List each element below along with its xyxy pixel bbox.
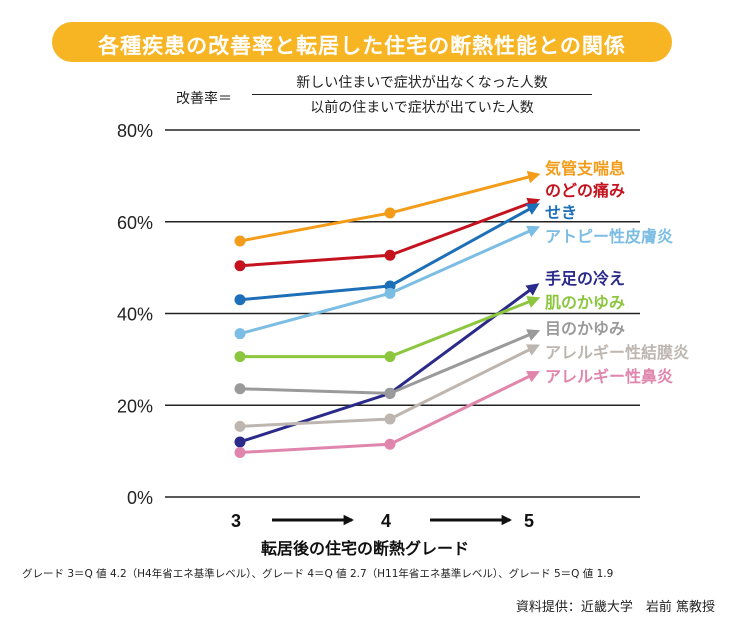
- series-line: [240, 296, 541, 359]
- data-point: [384, 438, 396, 450]
- formula-fraction-line: [252, 94, 592, 95]
- chart-title: 各種疾患の改善率と転居した住宅の断熱性能との関係: [98, 34, 626, 58]
- series-label: 目のかゆみ: [545, 319, 625, 338]
- footnote: グレード 3＝Q 値 4.2（H4年省エネ基準レベル）、グレード 4＝Q 値 2…: [22, 568, 614, 580]
- series-line: [239, 329, 541, 395]
- data-point: [234, 235, 246, 247]
- data-point: [234, 436, 246, 448]
- x-tick-label: 3: [231, 511, 241, 531]
- source-credit: 資料提供：近畿大学 岩前 篤教授: [515, 600, 715, 615]
- formula-denominator: 以前の住まいで症状が出ていた人数: [310, 100, 534, 116]
- y-tick-label: 40%: [117, 305, 153, 325]
- data-point: [234, 351, 246, 363]
- series-label: せき: [545, 203, 577, 222]
- data-point: [384, 351, 396, 363]
- series-label: アレルギー性結膜炎: [545, 343, 689, 362]
- data-point: [384, 413, 396, 425]
- y-tick-label: 0%: [127, 488, 153, 508]
- data-point: [234, 260, 246, 272]
- series-label: アレルギー性鼻炎: [545, 367, 673, 386]
- data-point: [234, 383, 246, 395]
- series-label: 手足の冷え: [545, 269, 625, 288]
- y-tick-label: 80%: [117, 121, 153, 141]
- x-tick-label: 4: [381, 511, 391, 531]
- series-label: アトピー性皮膚炎: [545, 227, 673, 246]
- x-tick-label: 5: [524, 511, 534, 531]
- data-point: [234, 447, 246, 459]
- data-point: [234, 328, 246, 340]
- y-tick-label: 20%: [117, 396, 153, 416]
- title-banner: 各種疾患の改善率と転居した住宅の断熱性能との関係: [52, 22, 672, 62]
- x-axis-label: 転居後の住宅の断熱グレード: [261, 539, 469, 558]
- data-point: [384, 249, 396, 261]
- formula-numerator: 新しい住まいで症状が出なくなった人数: [296, 75, 548, 91]
- y-tick-label: 60%: [117, 213, 153, 233]
- series-label: 気管支喘息: [545, 159, 625, 178]
- data-point: [234, 294, 246, 306]
- series-label: のどの痛み: [545, 181, 625, 200]
- series-label: 肌のかゆみ: [545, 293, 625, 312]
- data-point: [384, 387, 396, 399]
- data-point: [234, 420, 246, 432]
- data-point: [384, 207, 396, 219]
- formula-label: 改善率＝: [176, 91, 232, 107]
- data-point: [384, 287, 396, 299]
